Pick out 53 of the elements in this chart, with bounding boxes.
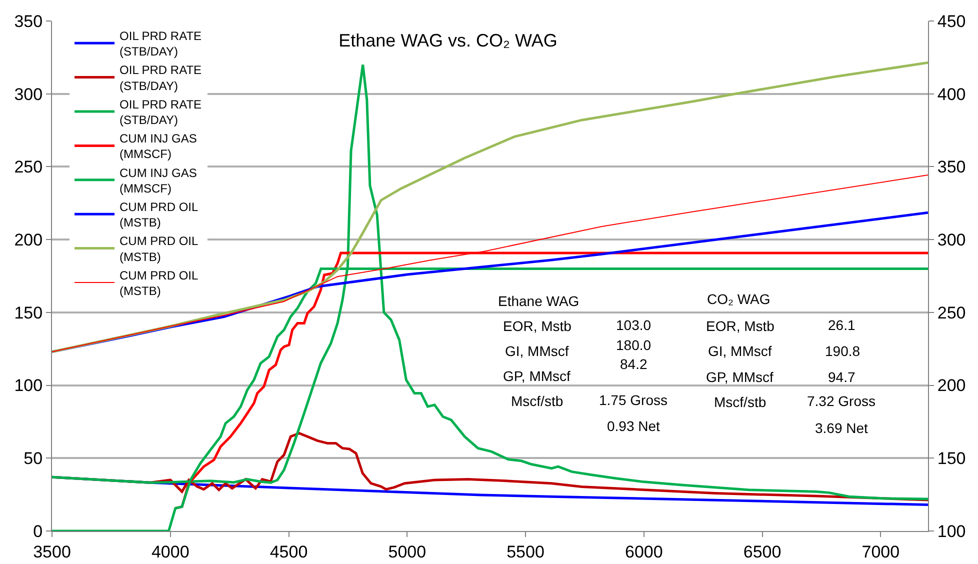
annotation: Mscf/stb	[714, 394, 766, 410]
y2-tick-label: 350	[937, 158, 966, 177]
x-tick-label: 4000	[151, 542, 190, 562]
x-tick-label: 5500	[506, 542, 544, 562]
legend-label: OIL PRD RATE (STB/DAY)	[120, 28, 202, 59]
x-tick-label: 3500	[33, 542, 71, 562]
annotation: Ethane WAG	[498, 293, 580, 309]
y2-tick-label: 200	[937, 376, 966, 396]
text: Ethane WAG vs. CO₂ WAG	[338, 30, 558, 50]
y-tick-label: 200	[14, 230, 43, 250]
legend-label: OIL PRD RATE (STB/DAY)	[120, 63, 202, 93]
x-tick-label: 7000	[862, 542, 900, 562]
annotation: EOR, Mstb	[503, 318, 572, 334]
annotation: 190.8	[825, 343, 860, 359]
annotation: 94.7	[828, 369, 856, 385]
y2-tick-label: 250	[937, 303, 966, 322]
annotation: 7.32 Gross	[807, 393, 876, 409]
legend-label: CUM PRD OIL (MSTB)	[120, 268, 199, 298]
y-tick-label: 0	[33, 522, 43, 541]
legend-label: CUM INJ GAS (MMSCF)	[120, 132, 197, 162]
y2-tick-label: 300	[937, 230, 966, 250]
x-tick-label: 4500	[270, 542, 308, 562]
annotation: 84.2	[620, 356, 648, 372]
annotation: 26.1	[828, 317, 856, 333]
legend-label: OIL PRD RATE (STB/DAY)	[120, 97, 202, 127]
y-tick-label: 250	[14, 158, 43, 177]
y-tick-label: 50	[24, 449, 43, 468]
y-tick-label: 150	[14, 303, 43, 322]
annotation: 103.0	[616, 317, 652, 333]
y2-tick-label: 450	[937, 12, 966, 31]
annotation: GI, MMscf	[708, 343, 772, 359]
y-tick-label: 350	[14, 12, 43, 31]
y2-tick-label: 100	[937, 522, 966, 541]
annotation: GI, MMscf	[505, 343, 569, 359]
y-tick-label: 100	[14, 376, 43, 396]
annotation: Mscf/stb	[511, 393, 564, 409]
legend-label: CUM PRD OIL (MSTB)	[120, 200, 199, 230]
annotation: 0.93 Net	[607, 418, 660, 434]
annotation: 1.75 Gross	[599, 392, 668, 408]
y2-tick-label: 400	[937, 84, 966, 104]
legend-label: CUM PRD OIL (MSTB)	[120, 234, 199, 264]
annotation: GP, MMscf	[503, 368, 571, 384]
annotation: 3.69 Net	[815, 420, 868, 436]
x-tick-label: 5000	[388, 542, 426, 562]
x-tick-label: 6500	[743, 542, 782, 562]
annotation: 180.0	[616, 337, 652, 353]
annotation: EOR, Mstb	[706, 318, 775, 334]
y2-tick-label: 150	[937, 449, 966, 468]
annotation: CO₂ WAG	[707, 291, 770, 307]
y-tick-label: 300	[14, 84, 43, 104]
legend-label: CUM INJ GAS (MMSCF)	[120, 166, 197, 196]
x-tick-label: 6000	[624, 542, 663, 562]
annotation: GP, MMscf	[706, 369, 774, 385]
